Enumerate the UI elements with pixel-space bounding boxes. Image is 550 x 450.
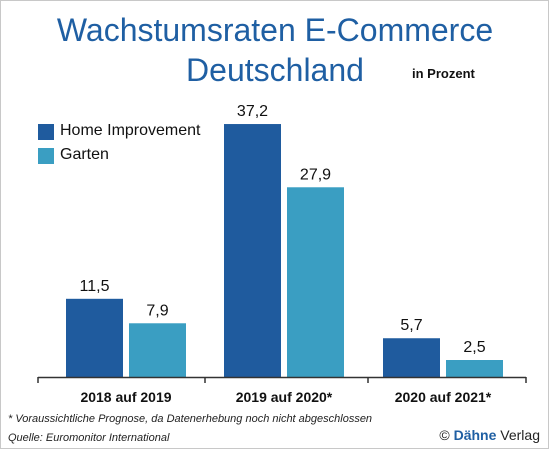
x-tick-label-2018-auf-2019: 2018 auf 2019: [80, 389, 171, 405]
bar-home-improvement-2019-auf-2020: [224, 124, 281, 377]
x-tick-label-2020-auf-2021: 2020 auf 2021*: [395, 389, 492, 405]
legend-label-garten: Garten: [60, 146, 109, 163]
publisher-credit: © Dähne Verlag: [439, 427, 540, 443]
x-tick-label-2019-auf-2020: 2019 auf 2020*: [236, 389, 333, 405]
bar-home-improvement-2020-auf-2021: [383, 338, 440, 377]
data-label-home-improvement-2020-auf-2021: 5,7: [400, 317, 422, 334]
copyright-symbol: ©: [439, 427, 450, 443]
legend-swatch-garten: [38, 148, 54, 164]
chart-title-line-2: Deutschland: [186, 52, 364, 88]
bar-garten-2018-auf-2019: [129, 323, 186, 377]
data-label-home-improvement-2019-auf-2020: 37,2: [237, 103, 268, 120]
data-label-garten-2020-auf-2021: 2,5: [463, 339, 485, 356]
unit-label: in Prozent: [412, 66, 475, 81]
bar-home-improvement-2018-auf-2019: [66, 298, 123, 377]
chart-title-line-1: Wachstumsraten E-Commerce: [56, 12, 494, 48]
publisher-suffix: Verlag: [500, 427, 540, 443]
bar-garten-2020-auf-2021: [446, 360, 503, 377]
data-label-garten-2018-auf-2019: 7,9: [146, 302, 168, 319]
source-note: Quelle: Euromonitor International: [8, 432, 170, 444]
legend-swatch-home-improvement: [38, 124, 54, 140]
bar-garten-2019-auf-2020: [287, 187, 344, 377]
data-label-garten-2019-auf-2020: 27,9: [300, 166, 331, 183]
legend-label-home-improvement: Home Improvement: [60, 122, 201, 139]
data-label-home-improvement-2018-auf-2019: 11,5: [80, 278, 110, 295]
publisher-brand: Dähne: [453, 427, 497, 443]
footnote: * Voraussichtliche Prognose, da Datenerh…: [8, 413, 373, 425]
